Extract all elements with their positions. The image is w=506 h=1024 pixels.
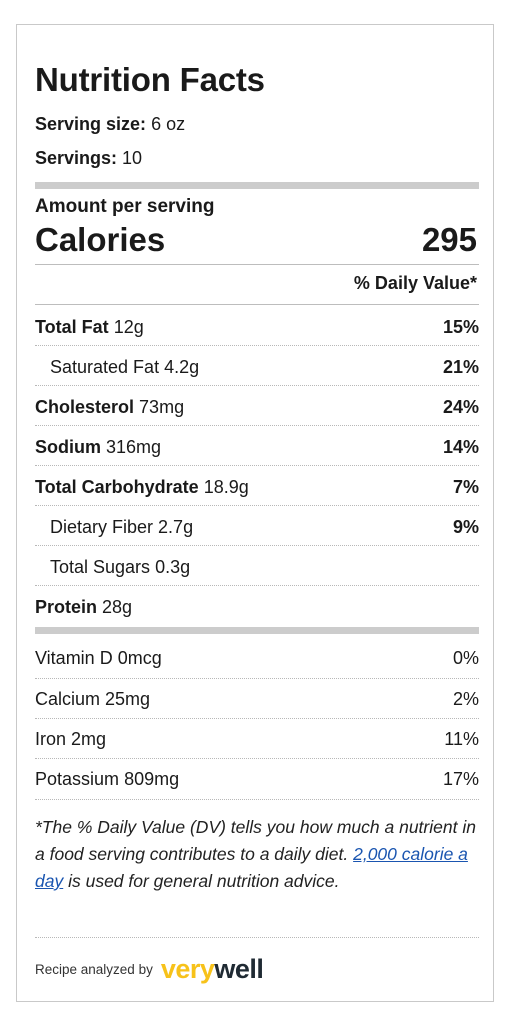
row-separator	[35, 385, 479, 386]
calorie-link[interactable]: 2,000 calorie a day	[35, 844, 468, 891]
nutrient-name: Sodium	[35, 436, 101, 457]
nutrition-title: Nutrition Facts	[35, 61, 265, 98]
calories-value: 295	[421, 221, 477, 258]
nutrient-dv: 2%	[452, 688, 479, 709]
servings: Servings: 10	[35, 148, 142, 169]
serving-size: Serving size: 6 oz	[35, 114, 185, 135]
row-separator	[35, 585, 479, 586]
row-separator	[35, 465, 479, 466]
nutrient-row-dietary-fiber: Dietary Fiber 2.7g 9%	[35, 507, 479, 547]
nutrient-amount: 28g	[102, 596, 133, 617]
calories-label: Calories	[35, 221, 166, 258]
nutrient-amount: 316mg	[106, 436, 162, 457]
nutrient-name: Saturated Fat	[50, 356, 160, 377]
daily-value-header: % Daily Value*	[353, 273, 477, 293]
thick-divider	[35, 627, 479, 634]
nutrient-amount: 4.2g	[164, 356, 200, 377]
vitamin-row-vitamin-d: Vitamin D 0mcg 0%	[35, 638, 479, 678]
logo-part-very: very	[160, 953, 215, 984]
analyzed-by-text: Recipe analyzed by	[35, 961, 153, 977]
nutrient-dv: 0%	[452, 647, 479, 668]
nutrient-dv: 21%	[442, 356, 479, 377]
nutrient-name: Total Carbohydrate	[35, 476, 199, 497]
nutrient-name: Calcium	[35, 688, 101, 709]
nutrient-name: Dietary Fiber	[50, 516, 154, 537]
nutrient-row-total-sugars: Total Sugars 0.3g	[35, 547, 479, 587]
nutrient-name: Total Fat	[35, 316, 109, 337]
nutrient-name: Potassium	[35, 768, 120, 789]
thick-divider	[35, 182, 479, 189]
amount-per-serving: Amount per serving	[35, 196, 215, 217]
row-separator	[35, 505, 479, 506]
nutrient-amount: 0mcg	[117, 647, 162, 668]
divider	[35, 304, 479, 305]
nutrient-amount: 0.3g	[155, 556, 191, 577]
nutrient-dv: 15%	[442, 316, 479, 337]
nutrient-dv: 14%	[442, 436, 479, 457]
servings-label: Servings:	[35, 148, 118, 168]
analyzed-by: Recipe analyzed by verywell	[35, 953, 264, 985]
nutrient-dv: 7%	[452, 476, 479, 497]
divider	[35, 264, 479, 265]
nutrient-amount: 809mg	[124, 768, 180, 789]
servings-value: 10	[122, 148, 143, 168]
vitamin-row-iron: Iron 2mg 11%	[35, 719, 479, 759]
row-separator	[35, 799, 479, 800]
nutrient-amount: 18.9g	[203, 476, 249, 497]
nutrient-name: Vitamin D	[35, 647, 113, 668]
daily-value-footnote: *The % Daily Value (DV) tells you how mu…	[35, 814, 483, 895]
nutrition-facts-panel: Nutrition Facts Serving size: 6 oz Servi…	[16, 24, 494, 1002]
nutrient-row-total-fat: Total Fat 12g 15%	[35, 307, 479, 347]
nutrient-row-cholesterol: Cholesterol 73mg 24%	[35, 387, 479, 427]
nutrient-dv: 9%	[452, 516, 479, 537]
row-separator	[35, 545, 479, 546]
nutrient-amount: 2mg	[71, 728, 107, 749]
nutrient-name: Total Sugars	[50, 556, 151, 577]
nutrient-amount: 2.7g	[158, 516, 194, 537]
nutrient-row-total-carbohydrate: Total Carbohydrate 18.9g 7%	[35, 467, 479, 507]
serving-size-value: 6 oz	[151, 114, 186, 134]
vitamin-row-potassium: Potassium 809mg 17%	[35, 759, 479, 799]
nutrient-name: Iron	[35, 728, 67, 749]
nutrient-dv: 17%	[442, 768, 479, 789]
nutrient-amount: 73mg	[139, 396, 185, 417]
footer-separator	[35, 937, 479, 938]
row-separator	[35, 345, 479, 346]
logo-part-well: well	[214, 953, 264, 984]
nutrient-dv: 11%	[444, 728, 479, 749]
footnote-suffix: is used for general nutrition advice.	[63, 871, 340, 891]
nutrient-name: Protein	[35, 596, 98, 617]
nutrient-amount: 12g	[113, 316, 144, 337]
verywell-logo[interactable]: verywell	[160, 953, 264, 984]
nutrient-row-sodium: Sodium 316mg 14%	[35, 427, 479, 467]
row-separator	[35, 678, 479, 679]
serving-size-label: Serving size:	[35, 114, 147, 134]
nutrient-amount: 25mg	[105, 688, 151, 709]
row-separator	[35, 758, 479, 759]
footnote-prefix: *The % Daily Value (DV) tells you how mu…	[35, 817, 476, 864]
row-separator	[35, 718, 479, 719]
nutrient-row-saturated-fat: Saturated Fat 4.2g 21%	[35, 347, 479, 387]
nutrient-name: Cholesterol	[35, 396, 135, 417]
nutrient-dv: 24%	[442, 396, 479, 417]
vitamin-row-calcium: Calcium 25mg 2%	[35, 679, 479, 719]
row-separator	[35, 425, 479, 426]
nutrient-row-protein: Protein 28g	[35, 587, 479, 627]
